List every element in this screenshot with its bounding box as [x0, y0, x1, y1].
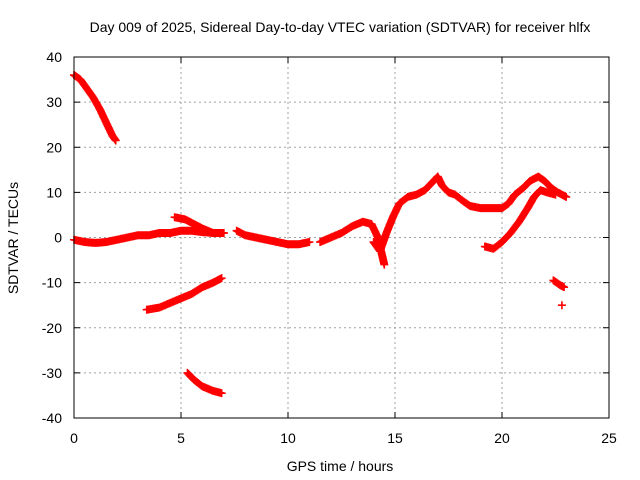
data-point	[551, 190, 560, 199]
x-tick-label: 20	[494, 430, 510, 446]
x-tick-label: 10	[280, 430, 296, 446]
data-layer	[70, 71, 571, 398]
chart-title: Day 009 of 2025, Sidereal Day-to-day VTE…	[90, 19, 591, 35]
series-arc-9	[480, 186, 560, 253]
data-point	[562, 192, 571, 201]
data-point	[110, 135, 119, 144]
x-tick-label: 15	[387, 430, 403, 446]
series-arc-11	[557, 301, 566, 310]
y-tick-label: 30	[46, 94, 62, 110]
y-tick-label: -20	[42, 320, 62, 336]
y-tick-label: 10	[46, 184, 62, 200]
x-tick-label: 0	[70, 430, 78, 446]
y-tick-label: -10	[42, 275, 62, 291]
data-point	[219, 228, 228, 237]
data-point	[217, 274, 226, 283]
x-tick-label: 25	[601, 430, 617, 446]
series-arc-6	[232, 226, 314, 249]
data-point	[560, 283, 569, 292]
series-arc-1	[70, 71, 120, 145]
x-tick-label: 5	[177, 430, 185, 446]
series-arc-3	[170, 213, 228, 237]
y-tick-label: 0	[54, 230, 62, 246]
series-arc-8	[369, 172, 571, 256]
data-point	[305, 238, 314, 247]
tick-layer: 0 5 10 15 20 25 -40 -30 -20 -10 0 10 20 30 40	[42, 49, 617, 446]
data-point	[111, 136, 120, 145]
series-arc-10	[549, 276, 569, 292]
data-point	[380, 260, 389, 269]
y-tick-label: -30	[42, 365, 62, 381]
y-tick-label: -40	[42, 410, 62, 426]
y-tick-label: 40	[46, 49, 62, 65]
y-tick-label: 20	[46, 139, 62, 155]
y-axis-title: SDTVAR / TECUs	[5, 182, 21, 294]
series-arc-4	[142, 274, 226, 314]
plot-frame	[73, 56, 610, 419]
data-point	[557, 301, 566, 310]
data-point	[217, 389, 226, 398]
x-axis-title: GPS time / hours	[287, 458, 394, 474]
series-arc-5	[183, 368, 226, 398]
